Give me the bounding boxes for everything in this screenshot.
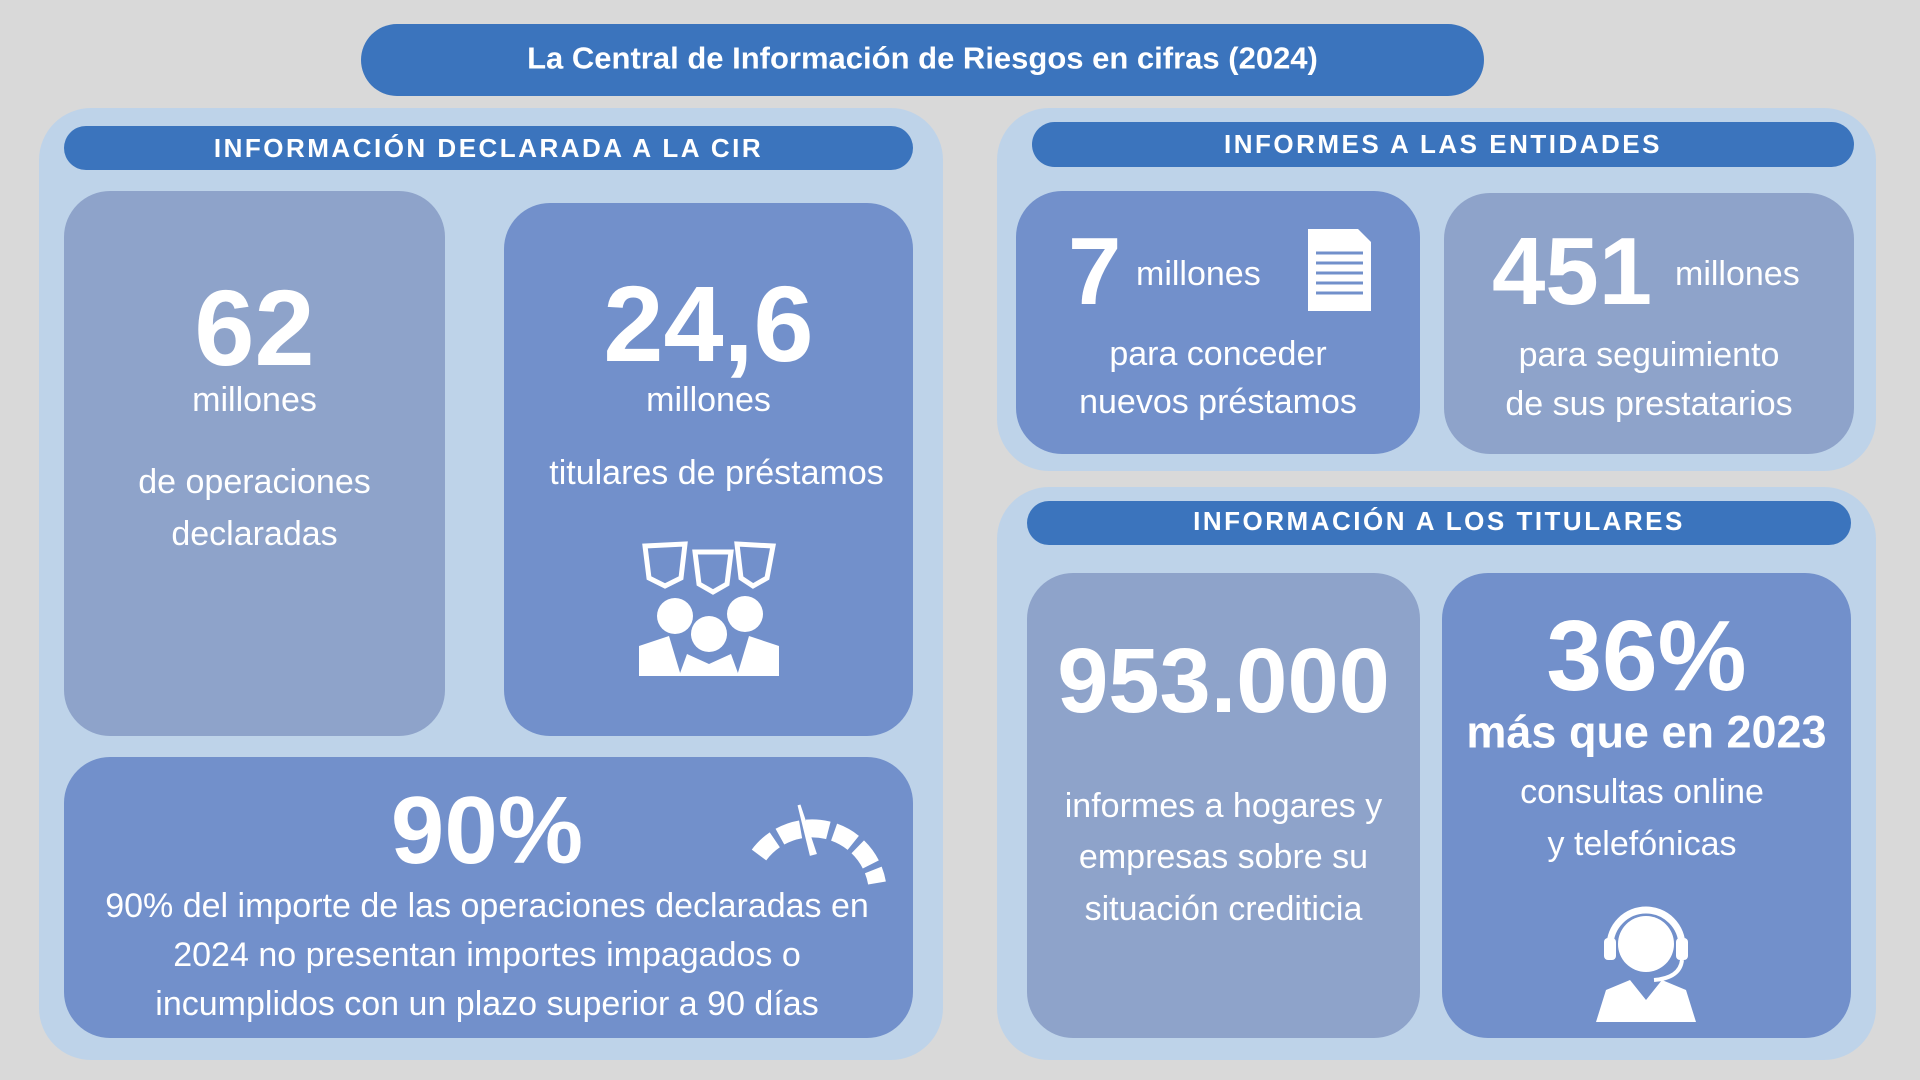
card-text: para seguimiento [1518, 336, 1780, 374]
card-unit: millones [192, 381, 317, 419]
section-banner [1032, 122, 1854, 167]
card-number: 90% [390, 777, 584, 884]
card-unit: millones [1136, 255, 1261, 293]
card-text: consultas online [1520, 773, 1764, 811]
card-text: 90% del importe de las operaciones decla… [105, 887, 869, 925]
gauge-icon [751, 804, 886, 885]
card-number: 62 [194, 267, 315, 388]
card-text: de sus prestatarios [1505, 385, 1793, 423]
card-text: informes a hogares y [1064, 787, 1383, 825]
card-text: 2024 no presentan importes impagados o [173, 936, 801, 974]
card-text: de operaciones [138, 463, 371, 501]
card-unit: millones [1675, 255, 1800, 293]
card [1444, 193, 1854, 454]
card-number: 953.000 [1057, 630, 1390, 732]
headset-icon [1596, 906, 1696, 1022]
card-number: 36% [1546, 600, 1747, 712]
document-icon [1308, 229, 1371, 311]
section-banner [64, 126, 913, 170]
card-number: 7 [1068, 218, 1122, 325]
people-icon [639, 541, 779, 676]
card [64, 757, 913, 1038]
card-text: nuevos préstamos [1079, 383, 1357, 421]
page-title: La Central de Información de Riesgos en … [527, 40, 1318, 76]
card-unit: más que en 2023 [1466, 706, 1827, 758]
card-unit: millones [646, 381, 771, 419]
card-text: incumplidos con un plazo superior a 90 d… [155, 985, 819, 1023]
card [1027, 573, 1420, 1038]
title-banner [361, 24, 1484, 96]
card-text: situación crediticia [1084, 890, 1363, 928]
card-text: titulares de préstamos [549, 454, 884, 492]
section-banner [1027, 501, 1851, 545]
card-text: y telefónicas [1547, 825, 1737, 863]
section-heading: INFORMES A LAS ENTIDADES [1224, 129, 1662, 159]
section-heading: INFORMACIÓN A LOS TITULARES [1193, 506, 1685, 536]
card [64, 191, 445, 736]
card-text: para conceder [1109, 335, 1327, 373]
card-text: empresas sobre su [1078, 838, 1369, 876]
card-number: 24,6 [603, 263, 814, 384]
section-heading: INFORMACIÓN DECLARADA A LA CIR [213, 133, 764, 163]
card-number: 451 [1492, 218, 1653, 325]
card-text: declaradas [171, 515, 338, 553]
